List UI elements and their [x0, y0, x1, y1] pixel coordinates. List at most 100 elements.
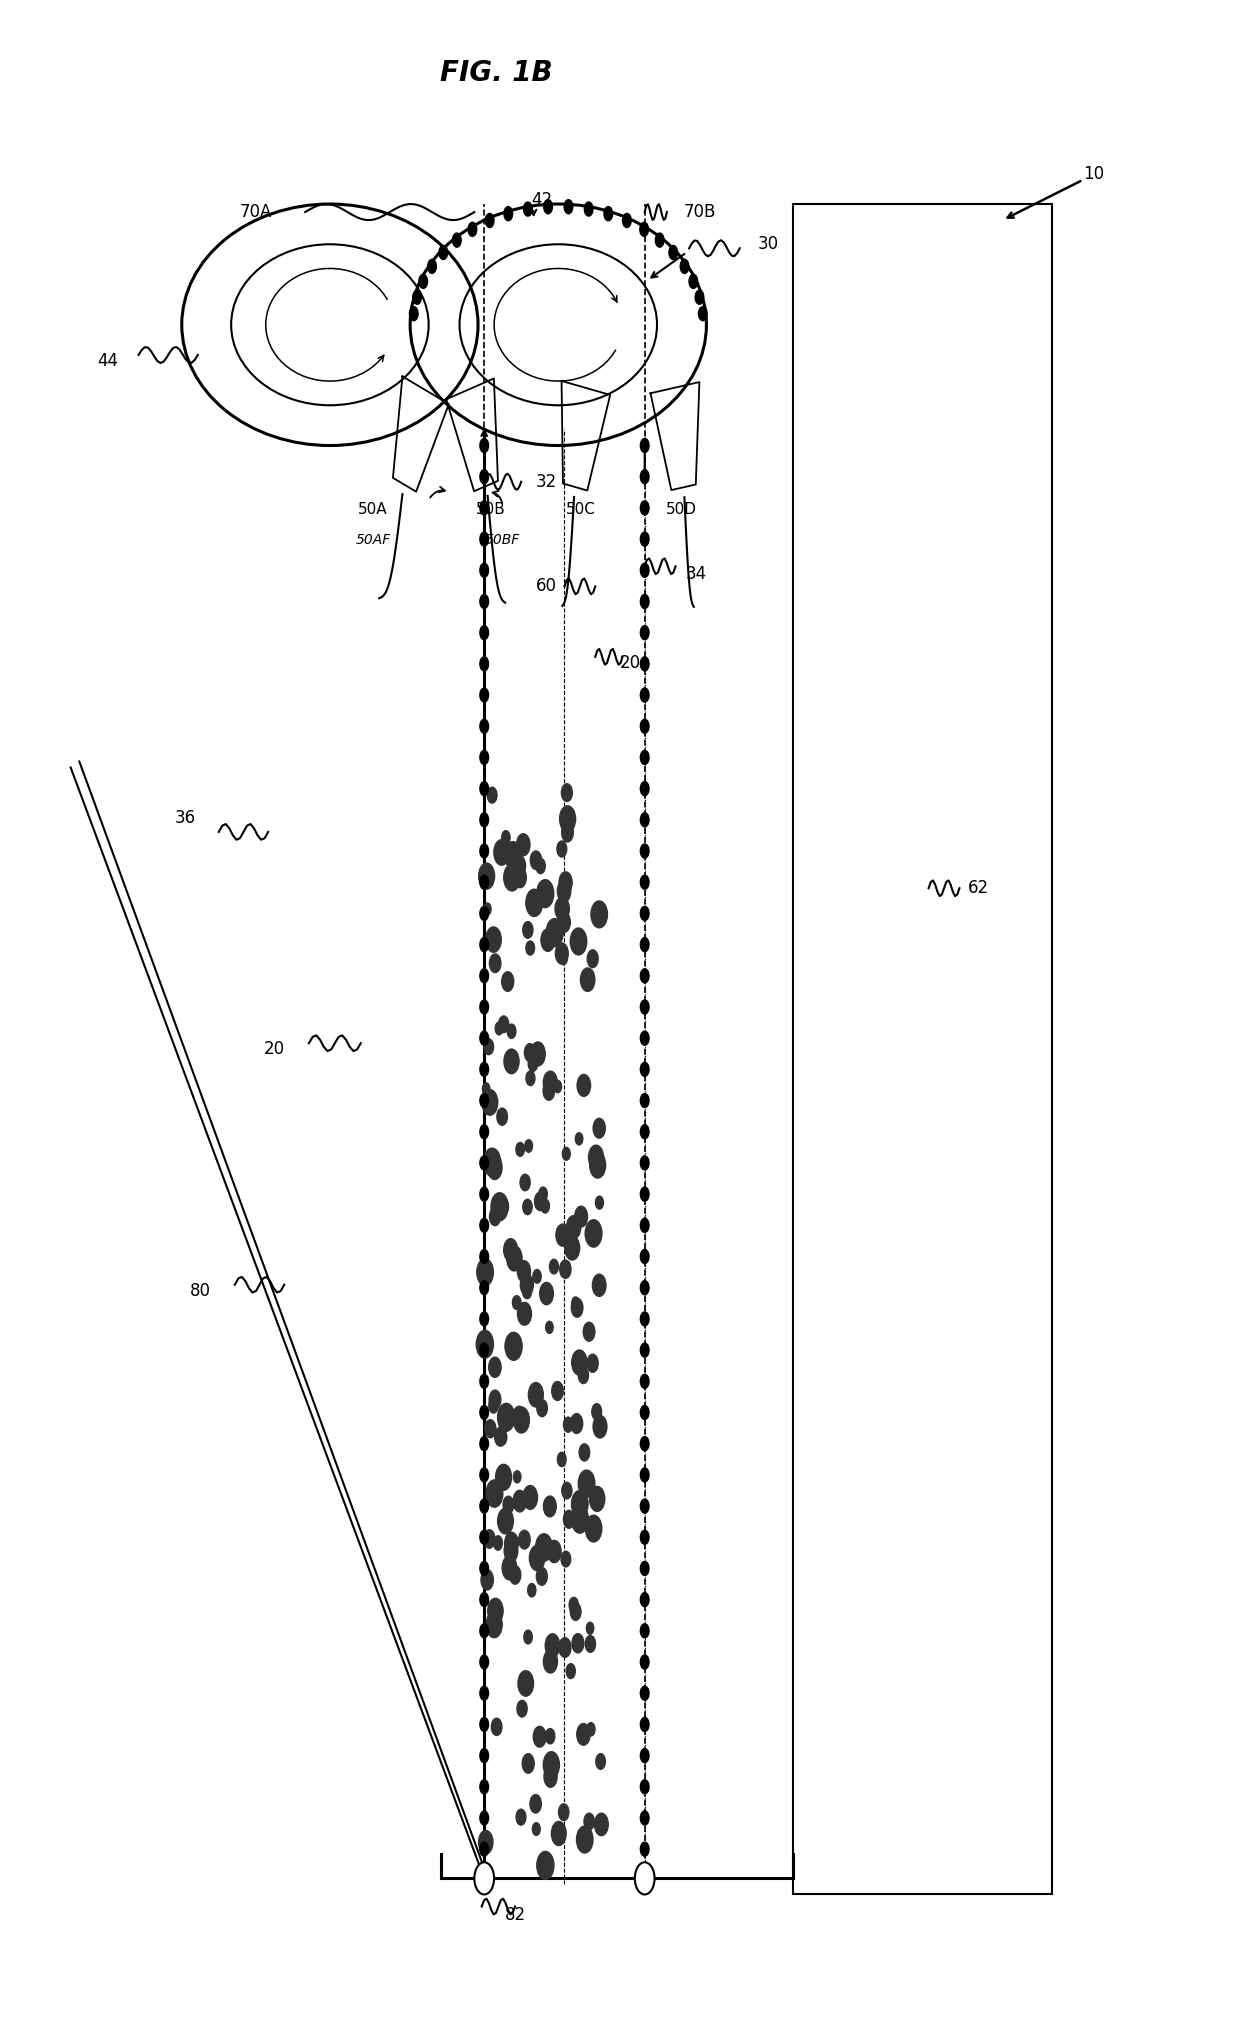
Circle shape — [533, 1269, 541, 1283]
Circle shape — [480, 470, 489, 484]
Text: 70A: 70A — [239, 204, 272, 222]
Circle shape — [485, 214, 494, 228]
Circle shape — [640, 1344, 649, 1358]
Circle shape — [585, 1516, 601, 1542]
Text: 50A: 50A — [358, 502, 388, 517]
Circle shape — [587, 1354, 598, 1372]
Circle shape — [480, 1156, 489, 1170]
Circle shape — [480, 1031, 489, 1045]
Circle shape — [584, 202, 593, 216]
Circle shape — [480, 1405, 489, 1419]
Circle shape — [562, 783, 573, 801]
Circle shape — [480, 1094, 489, 1108]
Text: 36: 36 — [175, 809, 196, 827]
Text: 44: 44 — [97, 351, 118, 369]
Bar — [792, 204, 1052, 1895]
Circle shape — [498, 1015, 508, 1033]
Circle shape — [486, 1612, 502, 1639]
Text: 50C: 50C — [565, 502, 595, 517]
Circle shape — [640, 595, 649, 609]
Circle shape — [640, 1592, 649, 1606]
Circle shape — [484, 902, 491, 916]
Circle shape — [656, 232, 663, 246]
Circle shape — [640, 1780, 649, 1794]
Circle shape — [640, 533, 649, 547]
Circle shape — [528, 1382, 543, 1407]
Circle shape — [668, 246, 677, 260]
Circle shape — [640, 938, 649, 952]
Circle shape — [517, 1302, 532, 1326]
Circle shape — [491, 1717, 502, 1735]
Circle shape — [640, 1562, 649, 1576]
Circle shape — [640, 1530, 649, 1544]
Circle shape — [520, 1174, 531, 1191]
Circle shape — [505, 1540, 518, 1562]
Circle shape — [486, 926, 501, 952]
Circle shape — [523, 1199, 532, 1215]
Circle shape — [594, 1814, 609, 1836]
Circle shape — [536, 858, 546, 874]
Circle shape — [484, 1530, 495, 1548]
Circle shape — [453, 232, 461, 246]
Circle shape — [480, 1748, 489, 1762]
Circle shape — [526, 940, 534, 955]
Circle shape — [480, 1592, 489, 1606]
Circle shape — [517, 833, 529, 856]
Circle shape — [491, 1193, 508, 1221]
Circle shape — [528, 1584, 536, 1596]
Text: 20: 20 — [264, 1039, 285, 1057]
Circle shape — [529, 1546, 544, 1570]
Circle shape — [640, 1187, 649, 1201]
Circle shape — [480, 1624, 489, 1639]
Circle shape — [558, 1804, 569, 1820]
Circle shape — [480, 1530, 489, 1544]
Circle shape — [480, 876, 489, 890]
Circle shape — [640, 500, 649, 515]
Circle shape — [640, 1094, 649, 1108]
Circle shape — [572, 1298, 579, 1310]
Circle shape — [595, 1754, 605, 1770]
Text: 50AF: 50AF — [356, 533, 391, 547]
Circle shape — [595, 1197, 604, 1209]
Circle shape — [579, 1443, 590, 1461]
Text: 32: 32 — [536, 472, 557, 490]
Circle shape — [593, 1273, 606, 1296]
Circle shape — [480, 1344, 489, 1358]
Circle shape — [640, 1655, 649, 1669]
Circle shape — [409, 307, 418, 321]
Circle shape — [512, 1296, 521, 1310]
Circle shape — [480, 781, 489, 795]
Circle shape — [476, 1330, 494, 1358]
Circle shape — [480, 595, 489, 609]
Circle shape — [480, 1437, 489, 1451]
Circle shape — [480, 438, 489, 452]
Circle shape — [531, 1041, 546, 1066]
Circle shape — [689, 274, 698, 289]
Circle shape — [640, 1687, 649, 1701]
Circle shape — [572, 1635, 584, 1653]
Circle shape — [439, 246, 448, 260]
Circle shape — [487, 787, 497, 803]
Circle shape — [539, 1187, 547, 1201]
Circle shape — [559, 1259, 570, 1277]
Circle shape — [562, 823, 573, 842]
Circle shape — [640, 656, 649, 670]
Circle shape — [572, 1298, 583, 1318]
Text: 30: 30 — [758, 236, 779, 254]
Circle shape — [640, 222, 649, 236]
Circle shape — [502, 973, 513, 991]
Text: 70B: 70B — [684, 204, 717, 222]
Circle shape — [578, 1366, 589, 1384]
Circle shape — [556, 942, 568, 965]
Circle shape — [640, 1001, 649, 1013]
Circle shape — [640, 906, 649, 920]
Circle shape — [487, 1598, 503, 1622]
Circle shape — [559, 872, 572, 894]
Circle shape — [507, 1023, 516, 1039]
Circle shape — [486, 1479, 503, 1507]
Circle shape — [546, 1635, 559, 1657]
Circle shape — [640, 1312, 649, 1326]
Circle shape — [556, 1225, 569, 1247]
Circle shape — [518, 1671, 533, 1697]
Circle shape — [567, 1215, 580, 1239]
